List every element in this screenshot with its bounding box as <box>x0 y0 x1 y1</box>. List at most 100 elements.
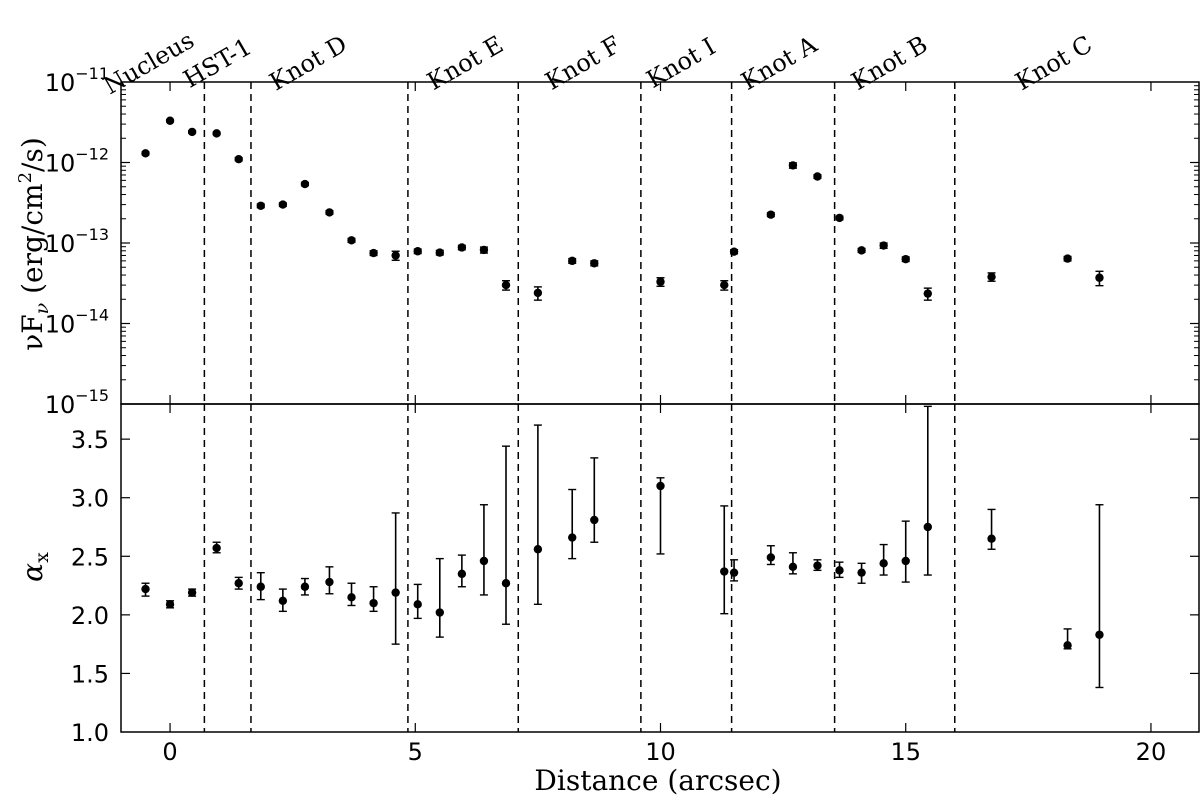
x-tick-label: 10 <box>645 738 676 766</box>
alpha-point <box>857 568 866 577</box>
flux-point <box>729 247 739 256</box>
flux-point <box>391 251 400 260</box>
region-label: Nucleus <box>99 26 199 100</box>
flux-point <box>435 248 444 257</box>
flux-y-label: νFν (erg/cm2/s) <box>15 137 53 351</box>
alpha-point <box>234 579 243 588</box>
alpha-errorbar <box>901 520 910 583</box>
alpha-point <box>347 593 356 602</box>
alpha-errorbar <box>502 445 511 625</box>
flux-point <box>165 116 175 125</box>
flux-y-tick-label: 10−13 <box>45 225 109 258</box>
alpha-point <box>325 577 334 587</box>
alpha-point <box>1095 630 1104 639</box>
flux-y-tick-label: 10−15 <box>45 386 109 419</box>
alpha-point <box>533 545 543 554</box>
alpha-point <box>590 515 599 525</box>
x-axis-label: Distance (arcsec) <box>534 764 781 797</box>
flux-point <box>1063 254 1072 263</box>
alpha-point <box>813 561 822 570</box>
x-axis: 0 5 10 15 20 <box>162 82 1166 766</box>
alpha-point <box>212 543 221 553</box>
flux-point <box>987 272 996 282</box>
flux-point <box>347 236 356 245</box>
alpha-errorbar <box>656 477 665 555</box>
alpha-point <box>141 584 150 594</box>
alpha-point <box>391 588 400 597</box>
alpha-y-label-sub: x <box>31 552 53 563</box>
alpha-point <box>766 553 776 562</box>
region-label: Knot C <box>1011 30 1097 96</box>
alpha-point <box>568 533 577 542</box>
alpha-point <box>923 522 932 532</box>
alpha-point <box>413 600 422 609</box>
alpha-errorbar <box>987 508 996 550</box>
alpha-point <box>435 608 444 617</box>
alpha-errorbar <box>479 504 488 596</box>
flux-point <box>325 208 334 217</box>
flux-y-label-sub: ν <box>31 302 53 314</box>
alpha-point <box>479 556 489 566</box>
alpha-point <box>835 566 844 575</box>
flux-point <box>923 289 932 298</box>
x-tick-label: 15 <box>890 738 921 766</box>
alpha-y-tick-label: 3.5 <box>71 426 109 454</box>
flux-point <box>212 129 221 138</box>
alpha-point <box>501 579 511 588</box>
alpha-point <box>656 481 665 491</box>
region-label: Knot B <box>847 30 933 96</box>
flux-point <box>234 154 243 164</box>
alpha-point <box>457 569 467 579</box>
alpha-point <box>720 567 729 576</box>
flux-y-tick-label: 10−11 <box>45 64 109 97</box>
alpha-point <box>901 556 910 566</box>
x-tick-label: 5 <box>408 738 423 766</box>
flux-point <box>1095 273 1104 282</box>
alpha-point <box>879 559 888 568</box>
flux-point <box>479 245 489 255</box>
alpha-y-tick-label: 1.0 <box>71 719 109 747</box>
flux-point <box>413 247 422 256</box>
alpha-errorbar <box>923 405 932 576</box>
alpha-y-axis: 1.0 1.5 2.0 2.5 3.0 3.5 <box>71 426 1199 747</box>
region-label: Knot F <box>541 31 626 96</box>
flux-point <box>187 127 197 137</box>
flux-point <box>369 248 378 258</box>
alpha-y-label-main: α <box>16 563 49 582</box>
flux-point <box>278 200 288 209</box>
flux-y-tick-label: 10−14 <box>45 306 109 339</box>
alpha-errorbar <box>1095 504 1104 689</box>
flux-point <box>766 210 776 219</box>
flux-y-label-main: νF <box>16 314 49 350</box>
x-tick-label: 20 <box>1136 738 1167 766</box>
region-label: Knot D <box>265 30 352 96</box>
alpha-point <box>256 582 265 591</box>
alpha-point <box>278 596 288 605</box>
alpha-point <box>165 600 175 609</box>
alpha-point <box>187 588 197 597</box>
flux-point <box>256 201 265 210</box>
x-tick-label: 0 <box>162 738 177 766</box>
alpha-errorbar <box>391 512 400 645</box>
flux-point <box>813 172 822 181</box>
alpha-y-tick-label: 2.5 <box>71 543 109 571</box>
flux-point <box>901 254 910 264</box>
flux-point <box>141 149 150 158</box>
alpha-errorbar <box>435 557 444 638</box>
alpha-point <box>1063 641 1072 650</box>
flux-point <box>788 161 798 170</box>
flux-point <box>501 280 511 290</box>
region-label: Knot I <box>642 32 721 94</box>
alpha-y-tick-label: 1.5 <box>71 660 109 688</box>
alpha-point <box>788 562 798 572</box>
flux-point <box>835 213 844 223</box>
flux-point <box>590 259 599 268</box>
alpha-errorbar <box>720 505 729 615</box>
region-label: Knot A <box>736 30 822 96</box>
alpha-point <box>300 582 310 591</box>
flux-y-label-unit-pre: (erg/cm <box>16 183 49 302</box>
flux-point <box>568 256 577 266</box>
flux-point <box>533 288 543 298</box>
